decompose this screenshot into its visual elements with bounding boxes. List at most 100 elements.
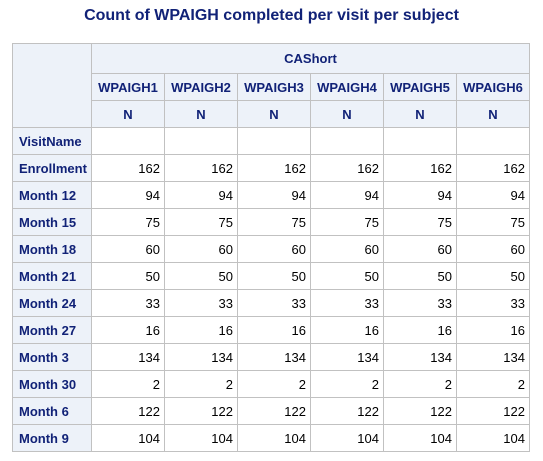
count-cell: 16 <box>237 316 311 344</box>
table-row: Month 18 60 60 60 60 60 60 <box>12 235 530 263</box>
count-cell: 162 <box>237 154 311 182</box>
count-cell: 2 <box>310 370 384 398</box>
stat-header: N <box>383 100 457 128</box>
stat-header: N <box>91 100 165 128</box>
count-cell: 16 <box>310 316 384 344</box>
count-cell: 50 <box>383 262 457 290</box>
group-header: CAShort <box>91 43 530 74</box>
table-row: Month 21 50 50 50 50 50 50 <box>12 262 530 290</box>
count-cell: 60 <box>164 235 238 263</box>
count-cell: 2 <box>383 370 457 398</box>
column-header: WPAIGH6 <box>456 73 530 101</box>
count-cell: 94 <box>91 181 165 209</box>
count-cell: 104 <box>456 424 530 452</box>
count-cell: 122 <box>383 397 457 425</box>
count-cell: 33 <box>237 289 311 317</box>
count-cell: 33 <box>164 289 238 317</box>
count-cell: 50 <box>237 262 311 290</box>
count-cell: 134 <box>456 343 530 371</box>
count-cell: 122 <box>164 397 238 425</box>
count-cell: 134 <box>310 343 384 371</box>
count-cell: 94 <box>237 181 311 209</box>
count-cell: 75 <box>310 208 384 236</box>
count-cell: 33 <box>91 289 165 317</box>
count-cell: 75 <box>164 208 238 236</box>
visit-name-cell: Month 18 <box>12 235 92 263</box>
count-cell: 162 <box>164 154 238 182</box>
count-cell: 162 <box>456 154 530 182</box>
count-cell: 122 <box>310 397 384 425</box>
count-cell: 33 <box>310 289 384 317</box>
count-cell: 122 <box>456 397 530 425</box>
table-corner <box>12 43 92 128</box>
count-cell: 16 <box>456 316 530 344</box>
stat-header: N <box>164 100 238 128</box>
count-cell: 104 <box>164 424 238 452</box>
row-header-label: VisitName <box>12 127 92 155</box>
table-row: Month 15 75 75 75 75 75 75 <box>12 208 530 236</box>
count-cell: 60 <box>237 235 311 263</box>
table-row: Month 30 2 2 2 2 2 2 <box>12 370 530 398</box>
count-cell: 122 <box>91 397 165 425</box>
count-cell: 50 <box>91 262 165 290</box>
count-cell: 60 <box>310 235 384 263</box>
visit-name-cell: Month 24 <box>12 289 92 317</box>
count-cell: 50 <box>310 262 384 290</box>
column-header: WPAIGH1 <box>91 73 165 101</box>
report-title: Count of WPAIGH completed per visit per … <box>84 7 459 24</box>
count-cell: 162 <box>310 154 384 182</box>
count-cell: 60 <box>383 235 457 263</box>
count-cell: 2 <box>164 370 238 398</box>
count-cell: 162 <box>91 154 165 182</box>
count-cell: 16 <box>91 316 165 344</box>
count-cell: 50 <box>164 262 238 290</box>
count-cell: 134 <box>91 343 165 371</box>
table-row: Month 6 122 122 122 122 122 122 <box>12 397 530 425</box>
count-cell: 60 <box>456 235 530 263</box>
summary-table: CAShort WPAIGH1 WPAIGH2 WPAIGH3 WPAIGH4 … <box>12 43 530 452</box>
visit-name-cell: Month 27 <box>12 316 92 344</box>
table-row: Month 12 94 94 94 94 94 94 <box>12 181 530 209</box>
count-cell: 16 <box>164 316 238 344</box>
count-cell: 104 <box>91 424 165 452</box>
table-row: Month 3 134 134 134 134 134 134 <box>12 343 530 371</box>
count-cell: 94 <box>164 181 238 209</box>
count-cell: 134 <box>237 343 311 371</box>
count-cell: 94 <box>383 181 457 209</box>
count-cell: 104 <box>383 424 457 452</box>
count-cell: 75 <box>91 208 165 236</box>
column-header: WPAIGH2 <box>164 73 238 101</box>
column-header: WPAIGH3 <box>237 73 311 101</box>
stat-header: N <box>310 100 384 128</box>
count-cell: 162 <box>383 154 457 182</box>
table-row: Enrollment 162 162 162 162 162 162 <box>12 154 530 182</box>
visit-name-cell: Enrollment <box>12 154 92 182</box>
visit-name-cell: Month 3 <box>12 343 92 371</box>
visit-name-cell: Month 9 <box>12 424 92 452</box>
count-cell: 75 <box>237 208 311 236</box>
count-cell: 2 <box>237 370 311 398</box>
visit-name-cell: Month 21 <box>12 262 92 290</box>
count-cell: 2 <box>456 370 530 398</box>
visit-name-cell: Month 30 <box>12 370 92 398</box>
count-cell: 60 <box>91 235 165 263</box>
count-cell: 134 <box>164 343 238 371</box>
count-cell: 104 <box>237 424 311 452</box>
count-cell: 33 <box>456 289 530 317</box>
count-cell: 94 <box>310 181 384 209</box>
count-cell: 75 <box>456 208 530 236</box>
count-cell: 122 <box>237 397 311 425</box>
table-row: Month 9 104 104 104 104 104 104 <box>12 424 530 452</box>
count-cell: 50 <box>456 262 530 290</box>
count-cell: 33 <box>383 289 457 317</box>
visit-name-cell: Month 6 <box>12 397 92 425</box>
table-row: Month 27 16 16 16 16 16 16 <box>12 316 530 344</box>
column-header: WPAIGH5 <box>383 73 457 101</box>
visit-name-cell: Month 12 <box>12 181 92 209</box>
count-cell: 16 <box>383 316 457 344</box>
stat-header: N <box>456 100 530 128</box>
stat-header: N <box>237 100 311 128</box>
table-row: Month 24 33 33 33 33 33 33 <box>12 289 530 317</box>
visit-name-cell: Month 15 <box>12 208 92 236</box>
count-cell: 134 <box>383 343 457 371</box>
